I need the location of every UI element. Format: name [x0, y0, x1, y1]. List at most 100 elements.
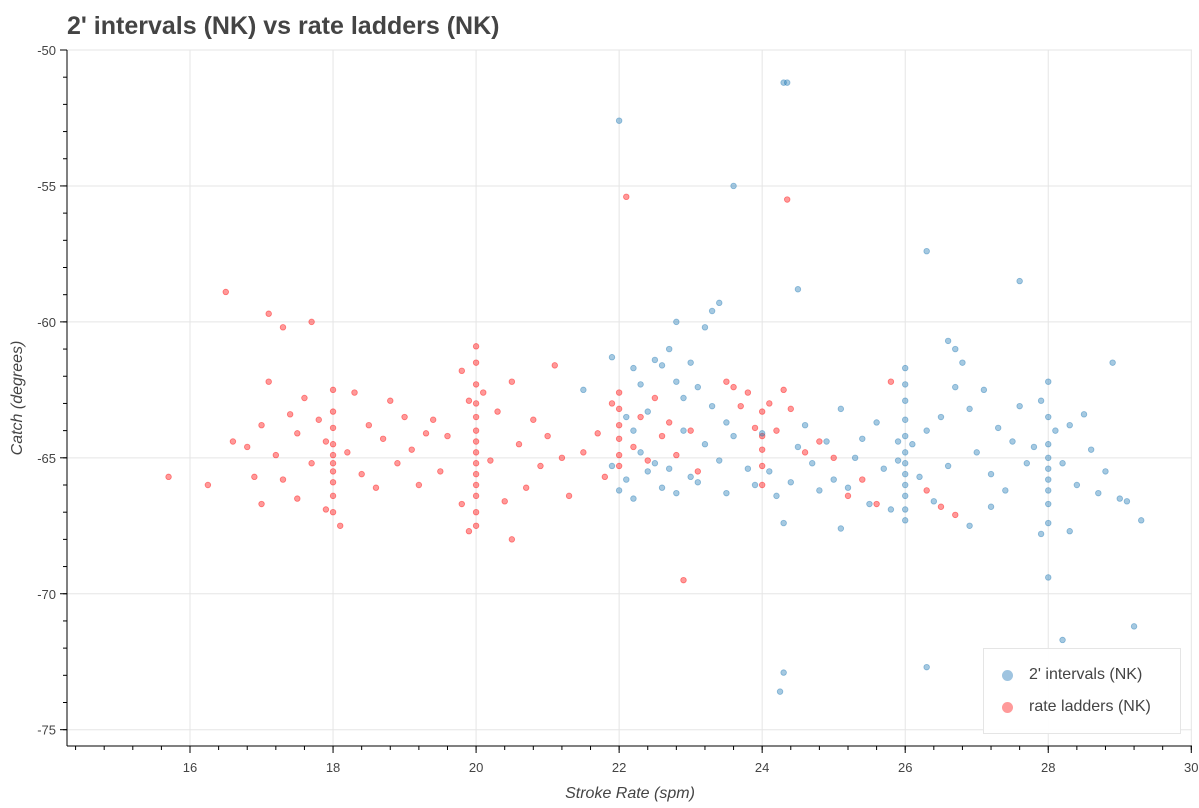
- rate-ladders-point: [272, 451, 280, 459]
- interval-point: [665, 465, 673, 472]
- rate-ladders-point: [308, 460, 315, 467]
- interval-point: [1059, 636, 1066, 644]
- interval-point: [630, 495, 637, 502]
- interval-point: [1045, 487, 1052, 494]
- interval-point: [673, 378, 680, 385]
- rate-ladders-point: [758, 432, 766, 440]
- rate-ladders-point: [787, 405, 794, 413]
- interval-point: [930, 498, 938, 505]
- rate-ladders-point: [344, 449, 351, 456]
- rate-ladders-point: [422, 430, 430, 437]
- rate-ladders-point: [615, 435, 623, 442]
- rate-ladders-point: [830, 454, 837, 462]
- interval-point: [966, 522, 973, 529]
- y-tick-label: -55: [37, 179, 56, 194]
- interval-point: [608, 462, 616, 470]
- interval-point: [680, 394, 687, 402]
- interval-point: [902, 506, 909, 513]
- rate-ladders-point: [680, 576, 687, 584]
- rate-ladders-point: [322, 506, 330, 513]
- interval-point: [644, 408, 651, 415]
- rate-ladders-point: [544, 432, 551, 440]
- rate-ladders-point: [437, 468, 444, 475]
- rate-ladders-point: [780, 386, 787, 394]
- interval-point: [730, 182, 737, 190]
- rate-ladders-point: [758, 408, 766, 415]
- rate-ladders-point: [615, 462, 623, 470]
- x-tick-label: 26: [898, 760, 912, 775]
- rate-ladders-point: [558, 454, 566, 462]
- rate-ladders-point: [623, 193, 630, 201]
- interval-point: [1016, 402, 1023, 410]
- interval-point: [873, 419, 880, 426]
- interval-point: [830, 476, 837, 483]
- interval-point: [952, 383, 959, 391]
- rate-ladders-point: [251, 473, 258, 481]
- rate-ladders-point: [608, 400, 616, 407]
- rate-ladders-point: [379, 435, 387, 442]
- rate-ladders-point: [279, 476, 287, 483]
- rate-ladders-point: [401, 413, 408, 421]
- rate-ladders-point: [480, 389, 487, 396]
- interval-point: [1045, 500, 1052, 508]
- interval-point: [973, 449, 980, 456]
- rate-ladders-point: [265, 310, 272, 317]
- y-tick-label: -70: [37, 587, 56, 602]
- rate-ladders-point: [358, 470, 365, 478]
- interval-point: [637, 381, 644, 388]
- rate-ladders-point: [472, 508, 480, 516]
- interval-point: [851, 454, 859, 462]
- rate-ladders-point: [408, 446, 415, 453]
- interval-point: [1045, 476, 1052, 483]
- interval-point: [1037, 397, 1045, 404]
- rate-ladders-point: [329, 460, 337, 467]
- rate-ladders-point: [472, 413, 480, 421]
- interval-point: [708, 307, 716, 315]
- interval-point: [823, 438, 830, 445]
- rate-ladders-point: [472, 359, 480, 366]
- y-tick-label: -60: [37, 315, 56, 330]
- interval-point: [794, 286, 802, 293]
- rate-ladders-point: [387, 397, 394, 404]
- interval-point: [1087, 446, 1095, 453]
- interval-point: [1045, 454, 1052, 462]
- rate-ladders-point: [816, 438, 823, 445]
- series-2min-intervals: [580, 79, 1145, 695]
- rate-ladders-point: [687, 427, 694, 434]
- interval-point: [1080, 411, 1088, 418]
- interval-point: [944, 337, 952, 345]
- interval-point: [687, 359, 694, 366]
- interval-point: [1037, 530, 1045, 538]
- interval-point: [923, 247, 930, 255]
- rate-ladders-point: [329, 451, 337, 459]
- rate-ladders-point: [472, 400, 480, 407]
- rate-ladders-point: [773, 427, 780, 434]
- rate-ladders-point: [487, 457, 494, 464]
- rate-ladders-point: [372, 484, 380, 491]
- interval-point: [923, 427, 930, 434]
- rate-ladders-point: [522, 484, 530, 491]
- rate-ladders-point: [444, 432, 451, 440]
- rate-ladders-point: [329, 386, 337, 394]
- rate-ladders-point: [472, 427, 480, 434]
- interval-point: [716, 299, 723, 307]
- interval-point: [887, 506, 895, 513]
- rate-ladders-point: [415, 481, 423, 489]
- rate-ladders-point: [551, 362, 558, 369]
- interval-point: [1052, 427, 1059, 434]
- rate-ladders-point: [601, 473, 609, 481]
- legend-item-2min-intervals[interactable]: 2' intervals (NK): [1002, 663, 1142, 687]
- interval-point: [780, 519, 787, 527]
- interval-point: [1023, 460, 1030, 467]
- interval-point: [608, 354, 616, 361]
- interval-point: [776, 688, 784, 695]
- interval-point: [1045, 413, 1052, 421]
- rate-ladders-point: [844, 492, 852, 500]
- rate-ladders-point: [758, 481, 766, 489]
- rate-ladders-point: [766, 400, 773, 407]
- rate-ladders-point: [694, 468, 702, 475]
- x-axis-label: Stroke Rate (spm): [565, 785, 695, 802]
- interval-point: [1045, 441, 1052, 448]
- legend-item-rate-ladders[interactable]: rate ladders (NK): [1002, 695, 1151, 719]
- rate-ladders-point: [637, 413, 644, 421]
